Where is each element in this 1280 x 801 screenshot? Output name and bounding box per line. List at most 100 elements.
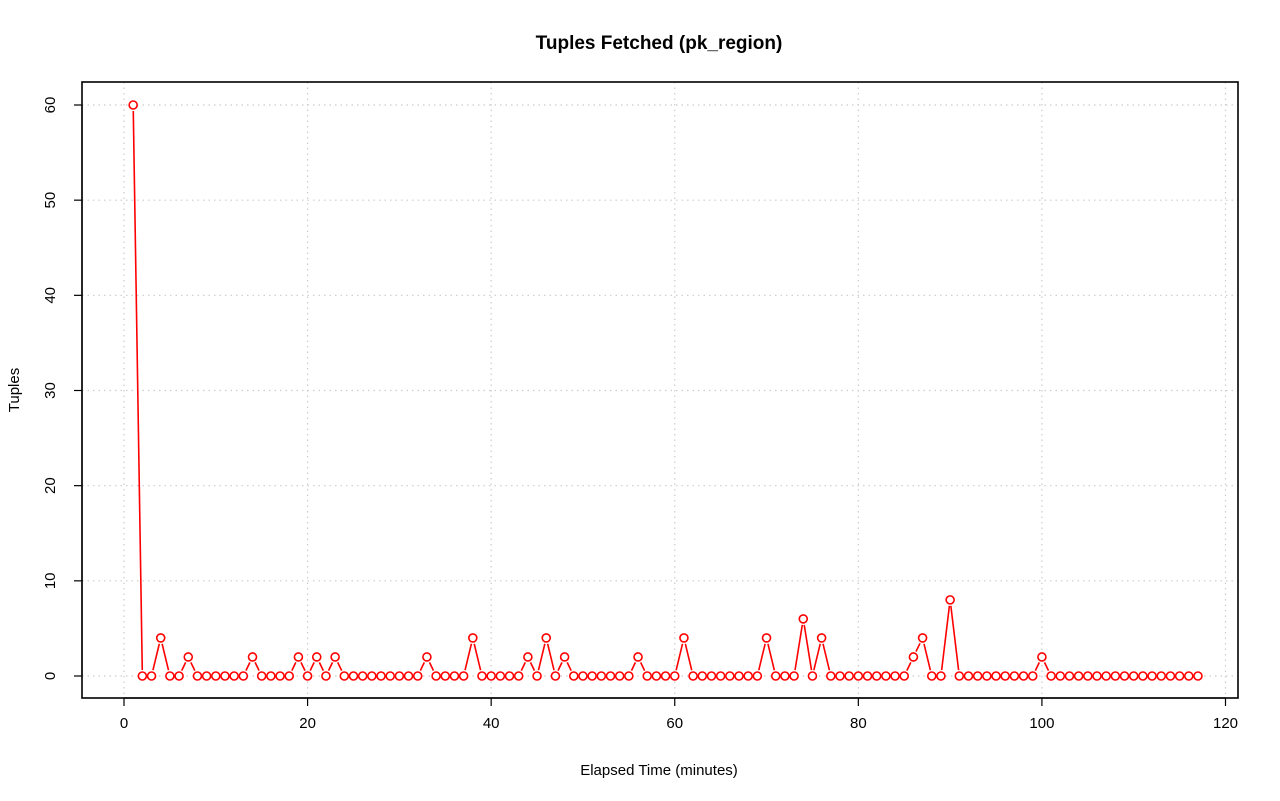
series-segment: [309, 662, 315, 671]
data-point: [422, 652, 432, 662]
data-point: [183, 652, 194, 662]
series-segment: [915, 642, 921, 652]
series-segment: [813, 643, 821, 671]
data-point: [247, 652, 258, 662]
series-segment: [318, 662, 325, 671]
series-segment: [794, 624, 804, 671]
series-segment: [1043, 662, 1050, 671]
data-point: [1000, 671, 1011, 681]
data-point: [376, 671, 386, 681]
data-point: [504, 671, 515, 681]
data-point: [302, 671, 313, 681]
data-point: [550, 671, 561, 681]
series-segment: [906, 662, 912, 671]
data-point: [321, 671, 331, 681]
data-point: [825, 671, 836, 681]
series-segment: [473, 643, 482, 671]
series-segment: [822, 643, 831, 671]
data-point: [412, 671, 423, 681]
data-point: [165, 671, 175, 681]
data-point: [229, 671, 239, 681]
data-point: [633, 652, 643, 662]
data-point: [605, 671, 616, 681]
x-tick-label: 120: [1213, 715, 1238, 732]
data-point: [201, 671, 212, 681]
chart-title: Tuples Fetched (pk_region): [536, 33, 783, 54]
data-point: [523, 652, 533, 662]
data-point: [908, 652, 919, 662]
series-segment: [757, 643, 766, 671]
data-point: [1064, 671, 1075, 681]
data-point: [146, 671, 157, 681]
data-point: [725, 671, 735, 681]
data-point: [890, 671, 900, 681]
series-tuples: [128, 100, 1203, 681]
data-point: [1018, 671, 1029, 681]
series-segment: [546, 643, 555, 671]
data-point: [752, 671, 763, 681]
x-tick-label: 40: [483, 715, 500, 732]
data-point: [596, 671, 607, 681]
data-point: [275, 671, 285, 681]
data-point: [440, 671, 451, 681]
data-point: [394, 671, 405, 681]
data-point: [1055, 671, 1066, 681]
data-point: [1138, 671, 1148, 681]
data-point: [311, 652, 322, 662]
data-point: [844, 671, 854, 681]
data-point: [853, 671, 864, 681]
data-point: [210, 671, 221, 681]
data-point: [495, 671, 506, 681]
grid: [82, 82, 1238, 698]
series-segment: [537, 643, 546, 671]
series-segment: [300, 662, 306, 671]
data-point: [1128, 671, 1139, 681]
data-point: [128, 100, 138, 110]
data-point: [532, 671, 542, 681]
data-point: [155, 633, 166, 643]
data-point: [137, 671, 148, 681]
data-point: [1073, 671, 1084, 681]
data-point: [734, 671, 744, 681]
data-point: [743, 671, 753, 681]
series-segment: [245, 662, 251, 671]
data-point: [835, 671, 845, 681]
series-segment: [254, 662, 260, 671]
data-point: [706, 671, 717, 681]
data-point: [945, 595, 955, 605]
data-point: [541, 633, 552, 643]
data-point: [1046, 671, 1056, 681]
series-segment: [428, 662, 435, 671]
data-point: [715, 671, 726, 681]
x-tick-label: 20: [299, 715, 316, 732]
data-point: [403, 671, 414, 681]
data-point: [266, 671, 276, 681]
data-point: [578, 671, 588, 681]
data-point: [587, 671, 597, 681]
y-axis-label: Tuples: [6, 368, 23, 412]
y-tick-label: 10: [42, 572, 59, 589]
data-point: [339, 671, 350, 681]
data-point: [1110, 671, 1121, 681]
x-axis-label: Elapsed Time (minutes): [580, 762, 738, 779]
x-tick-label: 100: [1029, 715, 1054, 732]
series-segment: [190, 662, 196, 671]
series-segment: [950, 605, 960, 671]
series-segment: [630, 662, 637, 671]
data-point: [220, 671, 230, 681]
series-segment: [291, 662, 297, 671]
series-segment: [529, 662, 536, 671]
data-point: [917, 633, 928, 643]
data-point: [807, 671, 818, 681]
series-segment: [923, 643, 932, 671]
data-point: [789, 671, 799, 681]
data-point: [642, 671, 653, 681]
data-point: [1101, 671, 1111, 681]
data-point: [486, 671, 496, 681]
data-point: [982, 671, 992, 681]
data-point: [1193, 671, 1203, 681]
x-axis: 0 20 40 60 80 100 120: [120, 697, 1238, 732]
series-segment: [520, 662, 526, 671]
y-axis: 0 10 20 30 40 50 60: [42, 97, 83, 680]
data-point: [458, 671, 469, 681]
